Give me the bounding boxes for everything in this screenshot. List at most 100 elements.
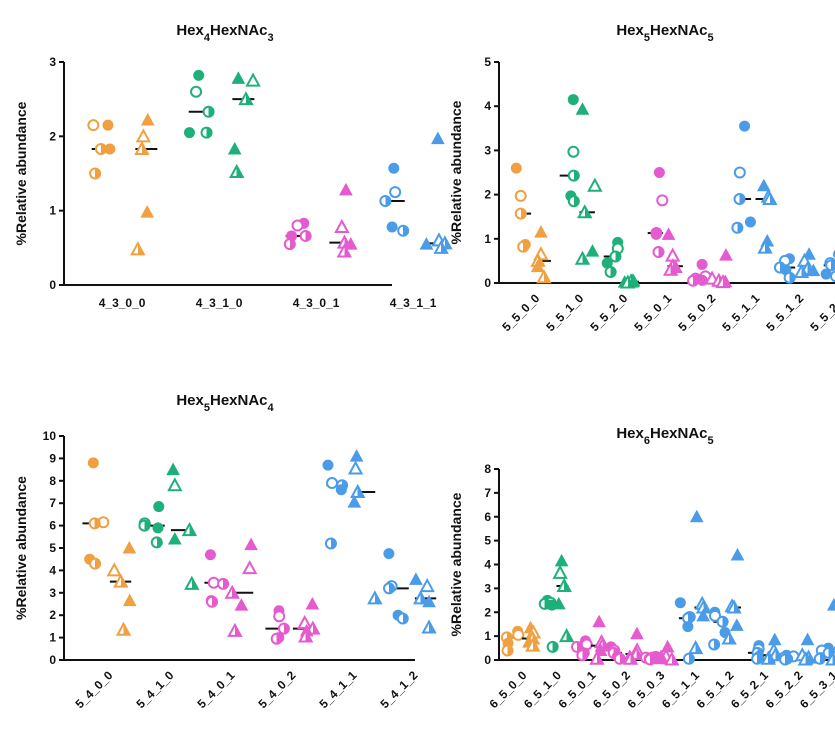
category-label: 5_4_0_1: [194, 668, 237, 711]
data-point-circle: [207, 576, 220, 589]
data-point-triangle: [224, 584, 240, 599]
data-point-circle: [273, 610, 286, 623]
data-point-circle: [739, 120, 751, 132]
data-point-circle: [604, 265, 617, 278]
data-point-triangle: [166, 462, 180, 476]
data-point-circle: [744, 216, 756, 228]
data-point-circle: [102, 119, 114, 131]
category-label: 4_3_0_0: [99, 296, 146, 310]
data-point-circle: [512, 628, 525, 641]
data-point-circle: [644, 653, 657, 666]
data-point-triangle: [334, 218, 350, 234]
category-label: 4_3_1_1: [390, 296, 437, 310]
data-point-triangle: [662, 261, 679, 276]
data-point-triangle: [806, 263, 821, 277]
title-subscript: 5: [708, 32, 714, 44]
y-tick-label: 2: [484, 605, 491, 619]
data-point-triangle: [122, 540, 137, 554]
data-point-triangle: [824, 651, 835, 666]
category-label: 5_4_0_2: [255, 668, 298, 711]
data-point-circle: [652, 246, 665, 259]
data-point-triangle: [234, 598, 249, 611]
category-label: 5_5_2_0: [587, 291, 630, 334]
category-label: 5_4_1_2: [377, 668, 420, 711]
data-point-circle: [567, 195, 580, 208]
data-point-circle: [696, 258, 708, 270]
y-tick-label: 1: [484, 629, 491, 643]
data-point-circle: [576, 649, 589, 662]
category-label: 5_4_0_0: [72, 668, 115, 711]
data-point-circle: [682, 621, 694, 633]
data-point-circle: [138, 519, 151, 532]
panel-title: Hex5HexNAc4: [176, 392, 274, 414]
data-point-triangle: [245, 72, 261, 87]
y-tick-label: 1: [49, 204, 56, 218]
data-point-triangle: [793, 263, 810, 278]
panel-title: Hex6HexNAc5: [616, 425, 713, 447]
data-point-circle: [217, 577, 230, 590]
y-axis-label: %Relative abundance: [448, 492, 464, 636]
y-tick-label: 3: [49, 586, 56, 600]
data-point-triangle: [525, 637, 541, 652]
data-point-circle: [379, 195, 392, 208]
data-point-triangle: [167, 531, 182, 545]
data-point-triangle: [135, 128, 152, 143]
category-label: 5_5_1_1: [719, 291, 762, 334]
data-point-circle: [87, 457, 99, 469]
y-tick-label: 0: [49, 278, 56, 292]
data-point-triangle: [687, 639, 704, 655]
data-point-triangle: [757, 239, 773, 254]
y-tick-label: 5: [49, 541, 56, 555]
data-point-triangle: [130, 241, 146, 256]
data-point-circle: [733, 193, 746, 206]
data-point-triangle: [349, 449, 364, 462]
data-point-triangle: [298, 628, 314, 643]
y-tick-label: 5: [484, 55, 491, 69]
data-point-triangle: [729, 618, 744, 631]
data-point-triangle: [577, 204, 593, 219]
y-axis-label: %Relative abundance: [13, 476, 29, 620]
y-tick-label: 3: [49, 55, 56, 69]
data-point-triangle: [664, 651, 680, 666]
data-point-triangle: [433, 239, 449, 254]
data-point-circle: [183, 127, 195, 139]
data-point-circle: [571, 640, 584, 653]
title-subscript: 6: [644, 435, 650, 447]
data-point-circle: [656, 194, 669, 207]
title-base: Hex: [616, 22, 644, 39]
title-subscript: 5: [204, 402, 210, 414]
data-point-triangle: [409, 572, 423, 585]
data-point-triangle: [730, 547, 745, 561]
data-point-triangle: [661, 227, 676, 240]
title-base: Hex: [176, 22, 204, 39]
data-point-circle: [567, 169, 580, 182]
data-point-circle: [202, 105, 215, 118]
data-point-circle: [731, 221, 744, 234]
data-point-triangle: [831, 645, 835, 653]
category-label: 5_4_1_1: [316, 668, 359, 711]
data-point-circle: [501, 644, 514, 657]
data-point-triangle: [760, 650, 776, 665]
data-point-triangle: [227, 622, 243, 637]
data-point-triangle: [827, 598, 835, 611]
title-base: HexNAc: [210, 392, 268, 409]
data-point-triangle: [367, 590, 383, 605]
data-point-circle: [383, 548, 395, 560]
y-tick-label: 5: [484, 534, 491, 548]
data-point-triangle: [113, 573, 129, 588]
data-point-triangle: [719, 248, 733, 261]
data-point-circle: [514, 189, 527, 202]
data-point-triangle: [242, 560, 258, 575]
data-point-triangle: [721, 630, 737, 645]
data-point-circle: [546, 640, 559, 653]
data-point-triangle: [167, 477, 183, 492]
data-point-circle: [653, 167, 665, 178]
data-point-triangle: [343, 237, 358, 250]
data-point-circle: [89, 167, 102, 180]
data-point-triangle: [238, 91, 254, 106]
data-point-triangle: [530, 259, 545, 273]
data-point-triangle: [140, 112, 155, 126]
data-point-circle: [150, 536, 163, 549]
data-point-triangle: [347, 495, 362, 508]
